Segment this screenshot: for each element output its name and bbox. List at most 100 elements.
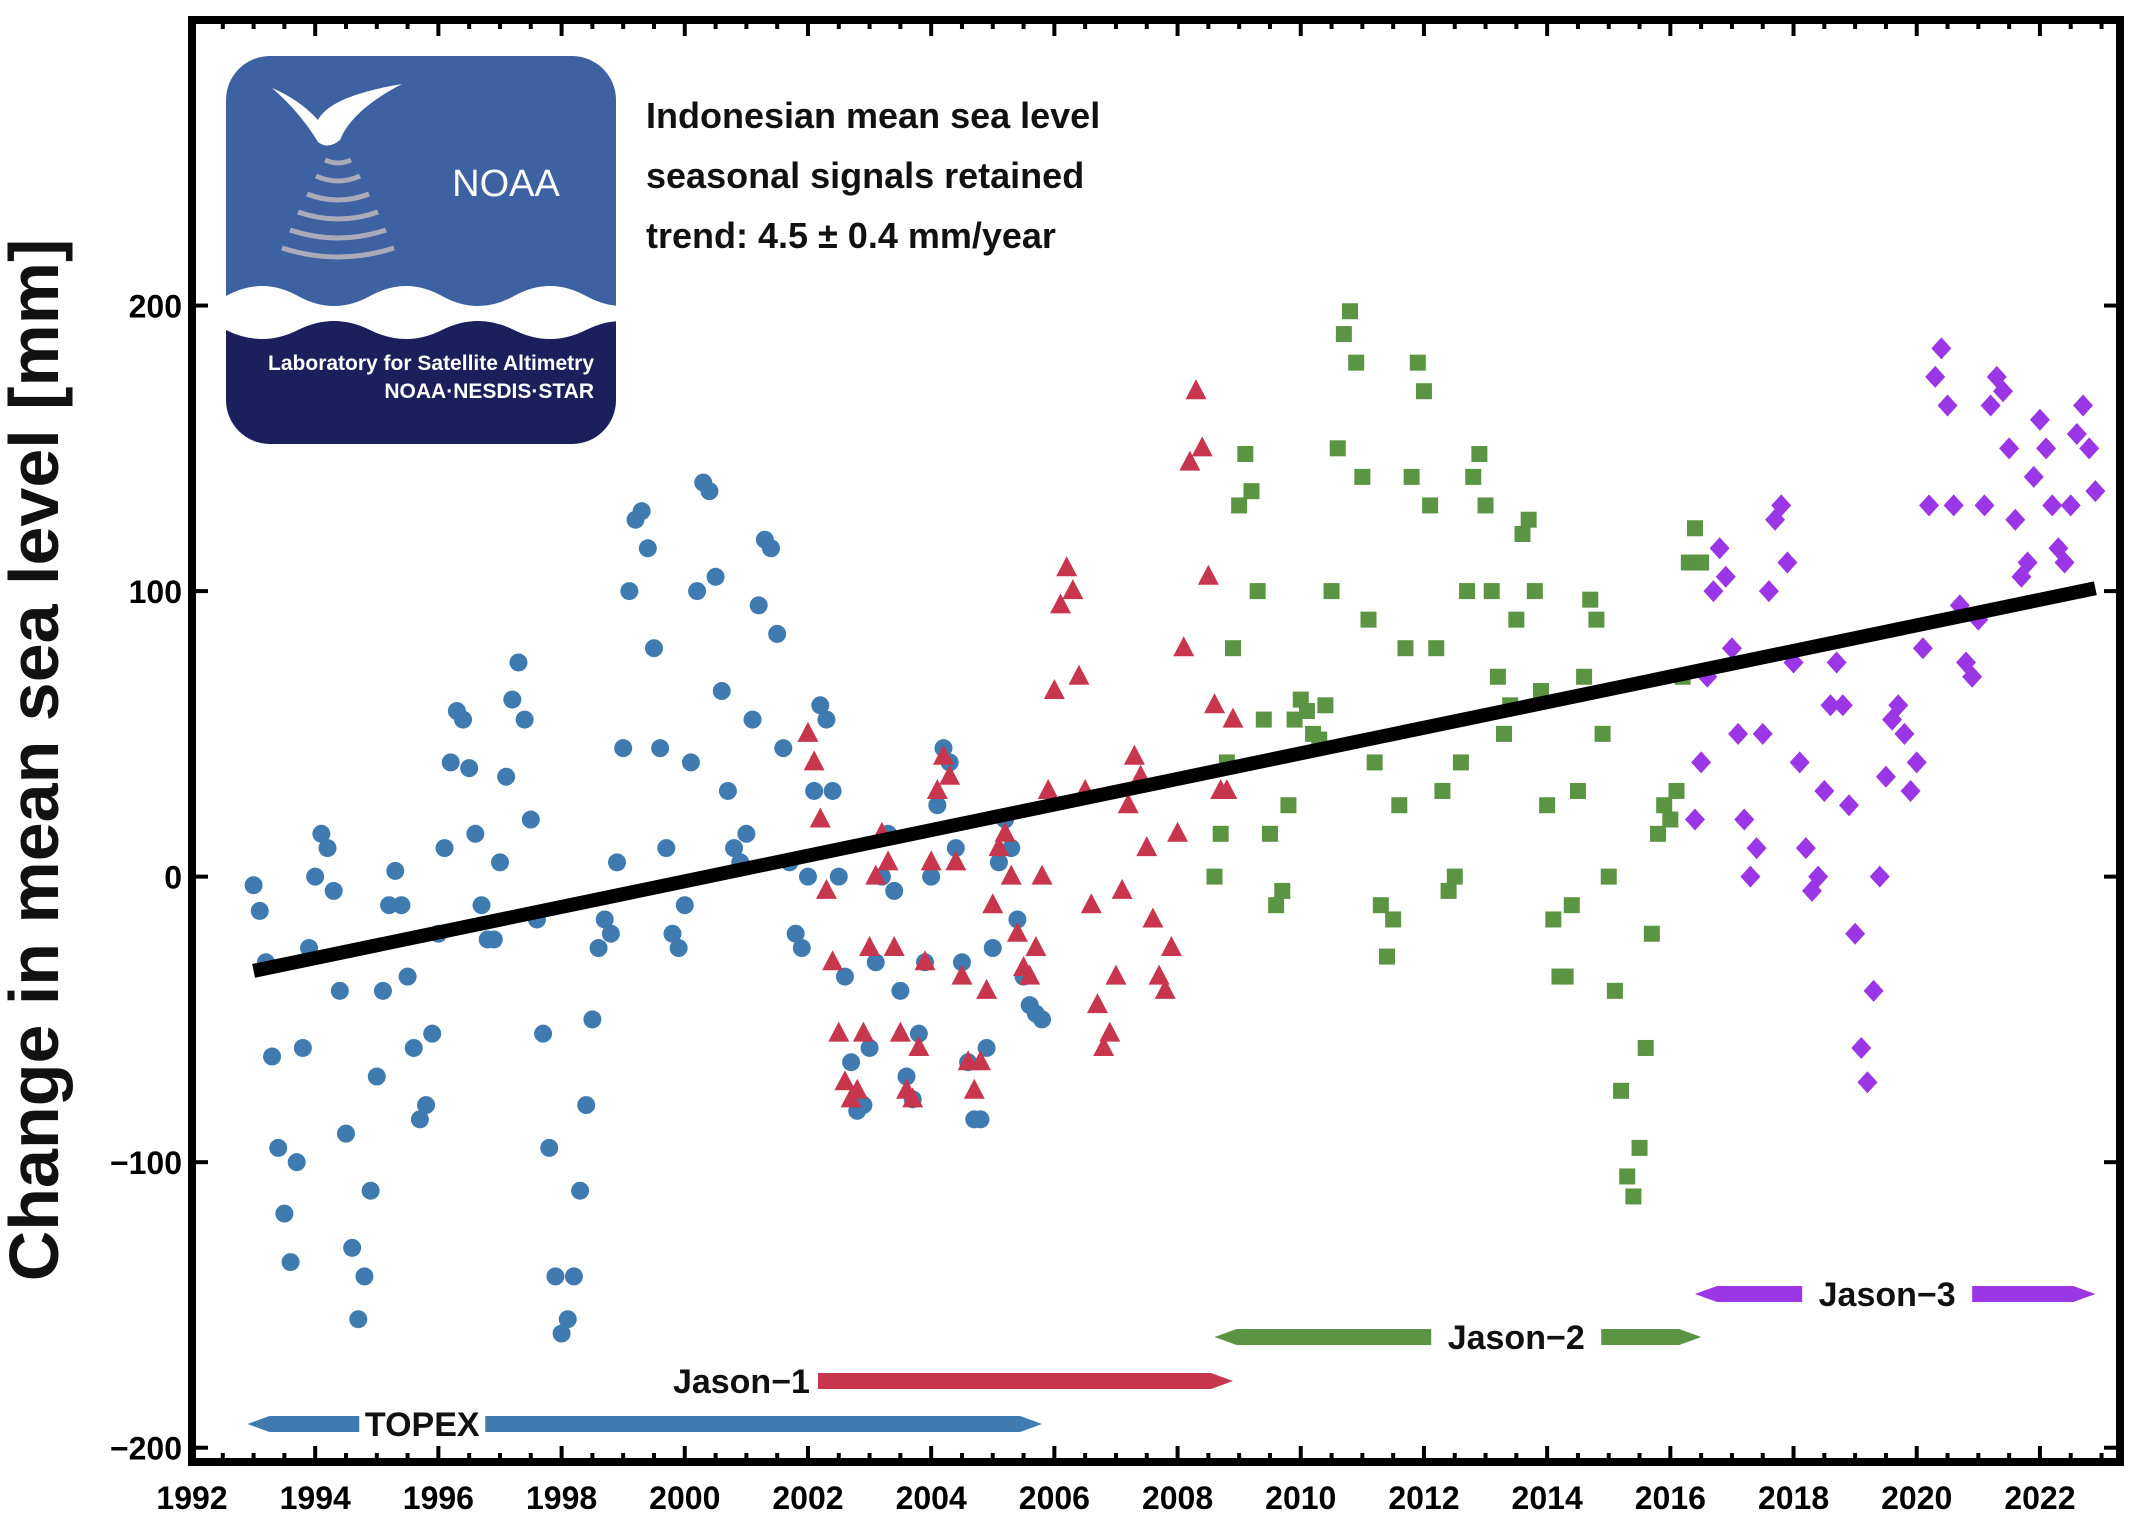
data-point xyxy=(774,739,793,758)
y-axis-label: Change in mean sea level [mm] xyxy=(0,239,73,1282)
x-tick-label: 1996 xyxy=(403,1480,474,1516)
data-point xyxy=(1838,794,1859,817)
data-point xyxy=(1894,722,1915,745)
data-point xyxy=(1006,921,1028,942)
mission-label: Jason−3 xyxy=(1819,1276,1956,1314)
annotation-line-3: trend: 4.5 ± 0.4 mm/year xyxy=(646,215,1056,256)
data-point xyxy=(1691,751,1712,774)
mission-bars: TOPEX Jason−1 Jason−2 Jason−3 xyxy=(247,1272,2096,1446)
data-point xyxy=(1173,636,1195,657)
data-point xyxy=(809,807,831,828)
logo-agency: NOAA xyxy=(452,163,560,205)
data-point xyxy=(842,1053,861,1072)
data-point xyxy=(835,967,854,986)
trend-line xyxy=(252,581,2097,978)
mission-label-bg xyxy=(1802,1272,1973,1316)
data-point xyxy=(1600,868,1617,885)
data-point xyxy=(1117,793,1139,814)
data-point xyxy=(324,881,343,900)
data-point xyxy=(803,750,825,771)
data-point xyxy=(2017,551,2038,574)
data-point xyxy=(1668,782,1685,799)
data-point xyxy=(939,764,961,785)
data-point xyxy=(472,896,491,915)
data-point xyxy=(614,739,633,758)
data-point xyxy=(815,878,837,899)
data-point xyxy=(1062,579,1084,600)
data-point xyxy=(441,753,460,772)
data-point xyxy=(392,896,411,915)
data-point xyxy=(1385,911,1402,928)
data-point xyxy=(1734,808,1755,831)
data-point xyxy=(1050,593,1072,614)
mission-label: Jason−2 xyxy=(1448,1319,1585,1357)
data-point xyxy=(889,1021,911,1042)
data-point xyxy=(786,924,805,943)
data-point xyxy=(1086,993,1108,1014)
data-point xyxy=(2036,437,2057,460)
data-point xyxy=(521,810,540,829)
series-jason-2 xyxy=(1206,303,1710,1205)
data-point xyxy=(1459,583,1476,600)
data-point xyxy=(367,1067,386,1086)
x-tick-label: 2010 xyxy=(1265,1480,1336,1516)
series-jason-3 xyxy=(1684,337,2106,1094)
data-point xyxy=(620,582,639,601)
annotation-line-1: Indonesian mean sea level xyxy=(646,95,1100,136)
data-point xyxy=(386,861,405,880)
data-point xyxy=(2042,494,2063,517)
data-point xyxy=(908,1035,930,1056)
data-point xyxy=(932,744,954,765)
data-point xyxy=(423,1024,442,1043)
data-point xyxy=(1631,1139,1648,1156)
data-point xyxy=(1619,1168,1636,1185)
data-point xyxy=(1105,964,1127,985)
x-tick-label: 2004 xyxy=(896,1480,967,1516)
data-point xyxy=(920,850,942,871)
data-point xyxy=(497,767,516,786)
data-point xyxy=(306,867,325,886)
data-point xyxy=(343,1238,362,1257)
data-point xyxy=(1033,1010,1052,1029)
data-point xyxy=(885,881,904,900)
data-point xyxy=(1434,782,1451,799)
data-point xyxy=(681,753,700,772)
logo-lab: Laboratory for Satellite Altimetry xyxy=(268,352,594,375)
axis-ticks: 1992 1994 1996 1998 2000 2002 2004 2006 2008 2010… xyxy=(110,20,2120,1516)
data-point xyxy=(994,821,1016,842)
data-point xyxy=(1875,765,1896,788)
data-point xyxy=(558,1310,577,1329)
data-point xyxy=(768,624,787,643)
x-tick-label: 2012 xyxy=(1388,1480,1459,1516)
data-point xyxy=(318,839,337,858)
data-point xyxy=(2060,494,2081,517)
data-point xyxy=(1191,436,1213,457)
data-point xyxy=(355,1267,374,1286)
data-point xyxy=(983,939,1002,958)
data-point xyxy=(1477,497,1494,514)
data-point xyxy=(865,864,887,885)
data-point xyxy=(1684,808,1705,831)
data-point xyxy=(1231,497,1248,514)
data-point xyxy=(700,482,719,501)
data-point xyxy=(822,950,844,971)
data-point xyxy=(1656,797,1673,814)
data-point xyxy=(1452,754,1469,771)
data-point xyxy=(1869,865,1890,888)
data-point xyxy=(1409,354,1426,371)
data-point xyxy=(928,796,947,815)
data-point xyxy=(909,1024,928,1043)
data-point xyxy=(1342,303,1359,320)
data-point xyxy=(583,1010,602,1029)
y-tick-label: −200 xyxy=(110,1431,182,1467)
x-tick-label: 1992 xyxy=(156,1480,227,1516)
data-point xyxy=(1037,778,1059,799)
data-point xyxy=(1348,354,1365,371)
data-point xyxy=(1179,450,1201,471)
data-point xyxy=(718,781,737,800)
data-point xyxy=(846,1078,868,1099)
data-point xyxy=(675,896,694,915)
data-point xyxy=(2066,423,2087,446)
data-point xyxy=(466,824,485,843)
mission-label: Jason−1 xyxy=(673,1363,810,1401)
